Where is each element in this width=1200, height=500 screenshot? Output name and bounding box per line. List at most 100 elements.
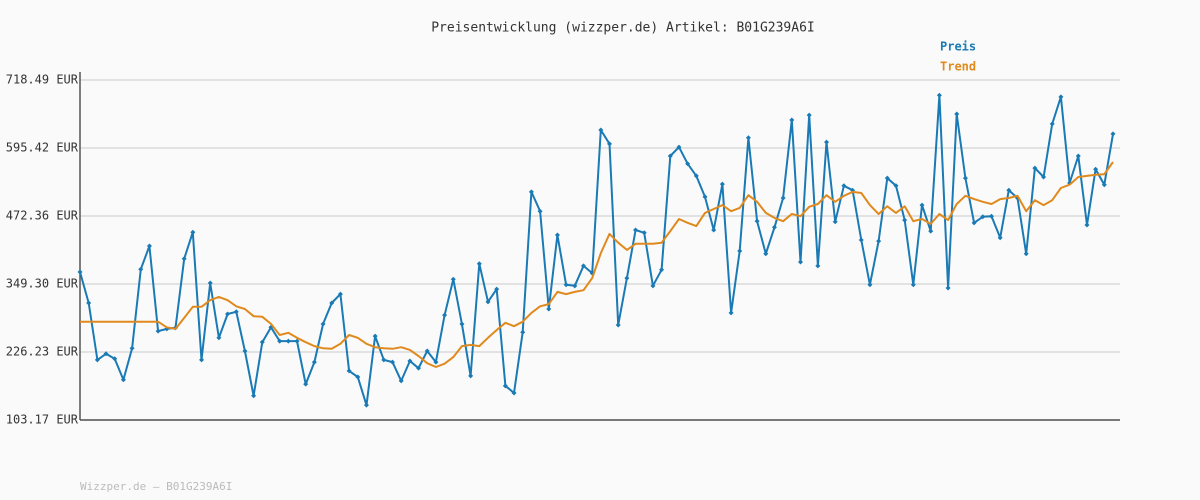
y-tick-label: 103.17 EUR: [6, 413, 79, 427]
point-marker: [216, 335, 222, 341]
point-marker: [693, 173, 699, 179]
point-marker: [928, 228, 934, 234]
point-marker: [945, 285, 951, 291]
point-marker: [494, 286, 500, 292]
point-marker: [424, 348, 430, 354]
point-marker: [954, 111, 960, 117]
y-tick-label: 718.49 EUR: [6, 73, 79, 87]
y-tick-label: 472.36 EUR: [6, 209, 79, 223]
point-marker: [146, 243, 152, 249]
chart-title: Preisentwicklung (wizzper.de) Artikel: B…: [431, 21, 815, 36]
point-marker: [711, 227, 717, 233]
point-marker: [1041, 174, 1047, 180]
point-marker: [129, 345, 135, 351]
point-marker: [624, 275, 630, 281]
point-marker: [311, 359, 317, 365]
point-marker: [233, 309, 239, 315]
point-marker: [502, 383, 508, 389]
point-marker: [650, 283, 656, 289]
point-marker: [285, 338, 291, 344]
point-marker: [94, 357, 100, 363]
point-marker: [355, 374, 361, 380]
point-marker: [1023, 251, 1029, 257]
point-marker: [971, 220, 977, 226]
point-marker: [138, 266, 144, 272]
point-marker: [667, 153, 673, 159]
point-marker: [363, 402, 369, 408]
line-series: [80, 161, 1114, 368]
point-marker: [277, 338, 283, 344]
point-marker: [1006, 187, 1012, 193]
point-marker: [155, 328, 161, 334]
point-marker: [294, 338, 300, 344]
point-marker: [346, 368, 352, 374]
point-marker: [719, 181, 725, 187]
point-marker: [528, 189, 534, 195]
point-marker: [537, 208, 543, 214]
point-marker: [858, 237, 864, 243]
point-marker: [181, 256, 187, 262]
point-marker: [797, 259, 803, 265]
point-marker: [77, 269, 83, 275]
y-tick-label: 595.42 EUR: [6, 141, 79, 155]
point-marker: [381, 357, 387, 363]
point-marker: [190, 229, 196, 235]
point-marker: [936, 92, 942, 98]
point-marker: [737, 248, 743, 254]
point-marker: [259, 339, 265, 345]
point-marker: [416, 365, 422, 371]
point-marker: [902, 217, 908, 223]
point-marker: [199, 357, 205, 363]
legend-label: Trend: [940, 60, 976, 74]
point-marker: [546, 306, 552, 312]
point-marker: [103, 351, 109, 357]
point-marker: [598, 127, 604, 133]
point-marker: [607, 141, 613, 147]
point-marker: [242, 348, 248, 354]
point-marker: [676, 144, 682, 150]
point-marker: [659, 267, 665, 273]
point-marker: [459, 321, 465, 327]
point-marker: [468, 373, 474, 379]
point-marker: [980, 214, 986, 220]
point-marker: [485, 299, 491, 305]
point-marker: [450, 276, 456, 282]
point-marker: [1093, 166, 1099, 172]
y-tick-label: 349.30 EUR: [6, 276, 79, 290]
point-marker: [745, 135, 751, 141]
point-marker: [1032, 165, 1038, 171]
point-marker: [303, 381, 309, 387]
point-marker: [442, 312, 448, 318]
point-marker: [207, 280, 213, 286]
point-marker: [832, 219, 838, 225]
point-marker: [789, 117, 795, 123]
point-marker: [641, 230, 647, 236]
point-marker: [702, 194, 708, 200]
point-marker: [520, 329, 526, 335]
line-series: [79, 94, 1114, 407]
point-marker: [728, 310, 734, 316]
point-marker: [910, 282, 916, 288]
point-marker: [780, 195, 786, 201]
point-marker: [398, 378, 404, 384]
point-marker: [615, 322, 621, 328]
point-marker: [225, 311, 231, 317]
point-marker: [754, 218, 760, 224]
point-marker: [1075, 153, 1081, 159]
point-marker: [1049, 121, 1055, 127]
footer: Wizzper.de – B01G239A6I: [80, 480, 232, 493]
point-marker: [572, 283, 578, 289]
point-marker: [329, 300, 335, 306]
point-marker: [884, 175, 890, 181]
point-marker: [320, 321, 326, 327]
point-marker: [563, 282, 569, 288]
point-marker: [1058, 94, 1064, 100]
point-marker: [433, 359, 439, 365]
point-marker: [554, 232, 560, 238]
point-marker: [962, 175, 968, 181]
point-marker: [685, 161, 691, 167]
point-marker: [476, 261, 482, 267]
